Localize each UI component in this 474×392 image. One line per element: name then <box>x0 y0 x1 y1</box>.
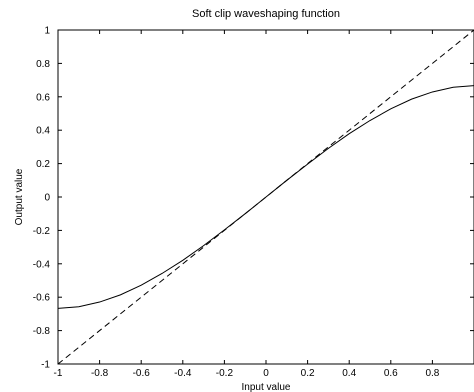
x-tick-label: -0.6 <box>133 368 151 379</box>
y-tick-label: 0.4 <box>36 126 50 137</box>
x-tick-label: 0.4 <box>342 368 356 379</box>
y-tick-label: -0.6 <box>33 293 51 304</box>
plot-area: -1 -0.8 -0.6 -0.4 -0.2 0 0.2 0.4 0.6 0.8 -1 -0.8 -0.… <box>33 26 474 379</box>
y-tick-label: 0 <box>44 193 50 204</box>
x-axis-label: Input value <box>242 382 291 392</box>
soft-clip-curve <box>57 85 474 309</box>
y-tick-label: -0.2 <box>33 226 51 237</box>
y-tick-label: 0.2 <box>36 159 50 170</box>
x-tick-label: -0.4 <box>174 368 192 379</box>
y-tick-label: 1 <box>44 26 50 37</box>
y-tick-label: 0.8 <box>36 59 50 70</box>
x-tick-label: -1 <box>54 368 63 379</box>
chart-title: Soft clip waveshaping function <box>192 8 340 20</box>
y-tick-label: -0.8 <box>33 326 51 337</box>
x-tick-label: -0.2 <box>216 368 234 379</box>
x-tick-label: 0.6 <box>384 368 398 379</box>
y-axis-label: Output value <box>14 168 25 225</box>
y-tick-label: -1 <box>41 360 50 371</box>
y-tick-label: -0.4 <box>33 259 51 270</box>
x-tick-label: 0.8 <box>425 368 439 379</box>
x-tick-label: 0 <box>263 368 269 379</box>
y-tick-label: 0.6 <box>36 92 50 103</box>
x-tick-label: -0.8 <box>91 368 109 379</box>
x-tick-label: 0.2 <box>301 368 315 379</box>
identity-line-dashed <box>57 29 474 365</box>
